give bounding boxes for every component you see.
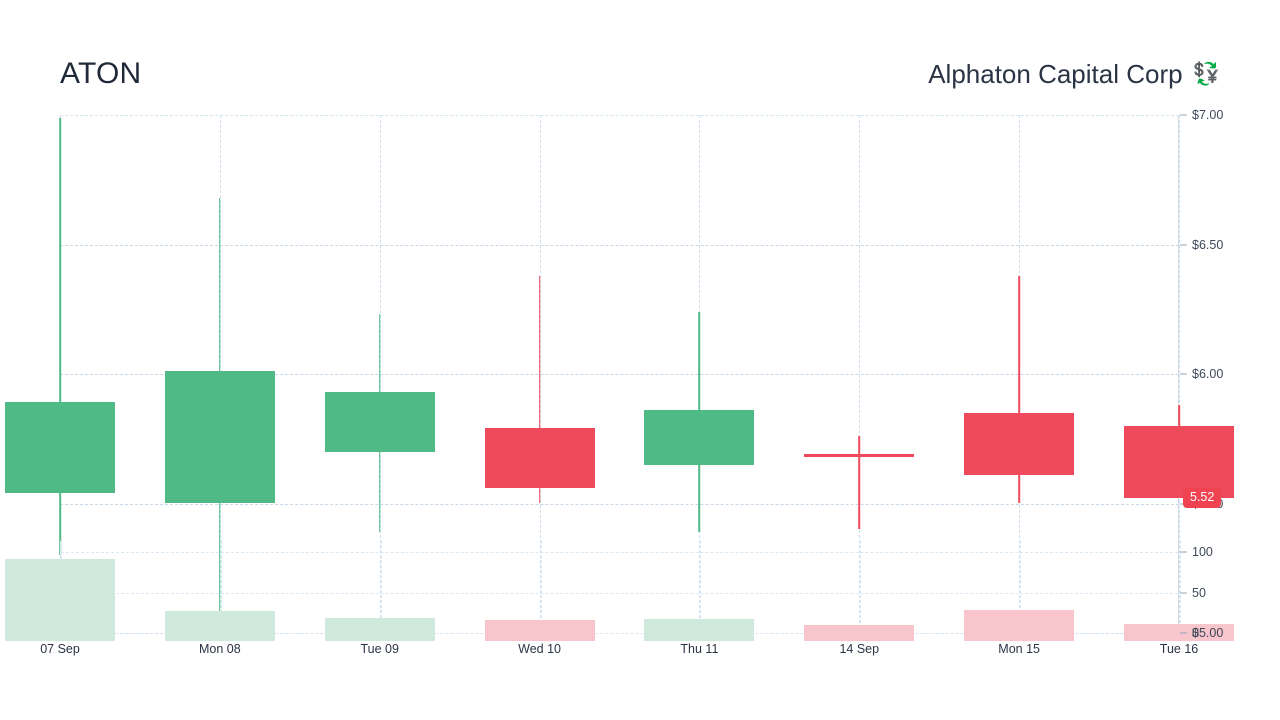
company-label-group: Alphaton Capital Corp 💱 [928,52,1220,96]
volume-gridline [61,592,1178,594]
price-axis-tick: $6.50 [1192,237,1224,252]
volume-bar[interactable] [1124,624,1234,641]
candle-body [644,410,755,465]
price-gridline [60,503,1179,505]
volume-axis-tick: 0 [1192,626,1199,640]
company-name: Alphaton Capital Corp [928,59,1183,89]
candle-body [1124,425,1234,499]
price-vertical-gridline [859,115,861,633]
candle-wick [59,117,61,556]
date-axis-tick: Mon 08 [198,642,241,656]
volume-bar[interactable] [484,620,595,641]
currency-exchange-icon: 💱 [1192,61,1220,86]
volume-gridline [61,552,1178,553]
volume-bar[interactable] [5,559,115,641]
candle-body [324,392,435,452]
price-axis-tick: $5.00 [1192,626,1224,640]
volume-axis-tick: 50 [1192,585,1206,600]
volume-axis-tick: 100 [1192,545,1213,559]
volume-axis-tick-mark [1180,551,1187,553]
volume-vertical-gridline [860,541,862,633]
candle-wick [538,275,541,504]
volume-bar[interactable] [164,611,275,641]
date-axis-tick: Mon 15 [998,642,1040,656]
date-axis-tick: 07 Sep [40,642,80,656]
candle-wick [858,436,861,530]
price-axis-tick: $7.00 [1192,108,1224,122]
volume-vertical-gridline [220,541,222,633]
date-axis-tick: Tue 09 [360,642,399,656]
candle-body [5,402,115,494]
price-vertical-gridline [1179,115,1180,633]
candle-body [964,412,1075,475]
volume-vertical-gridline [700,541,702,633]
price-gridline [60,374,1179,375]
volume-vertical-gridline [380,541,382,633]
price-axis-tick-mark [1180,244,1187,245]
date-axis-tick: 14 Sep [839,642,880,656]
date-axis-tick: Tue 16 [1159,642,1199,656]
candle-body [484,428,595,488]
price-axis-tick-mark [1180,114,1187,116]
date-axis-tick: Thu 11 [680,642,719,656]
last-price-badge: 5.52 [1183,488,1222,509]
price-gridline [60,244,1179,246]
price-axis-tick-mark [1180,373,1187,375]
price-axis-tick: $6.00 [1192,367,1224,381]
candle-body [804,454,915,458]
candle-body [164,371,275,504]
volume-vertical-gridline [540,541,542,633]
volume-bar[interactable] [964,609,1075,641]
volume-axis-tick-mark [1180,632,1187,634]
volume-bar[interactable] [804,624,915,641]
volume-vertical-gridline [1180,541,1181,633]
volume-gridline [61,633,1178,634]
volume-axis-tick-mark [1180,592,1187,593]
volume-vertical-gridline [1020,541,1022,633]
chart-header: ATON Alphaton Capital Corp 💱 [0,52,1280,102]
price-chart-panel [5,115,1234,634]
volume-bar[interactable] [644,619,755,641]
price-gridline [60,115,1179,116]
date-axis-tick: Wed 10 [518,642,561,656]
candle-wick [1018,275,1020,504]
volume-bar[interactable] [324,617,435,641]
page-title: ATON [60,57,142,90]
